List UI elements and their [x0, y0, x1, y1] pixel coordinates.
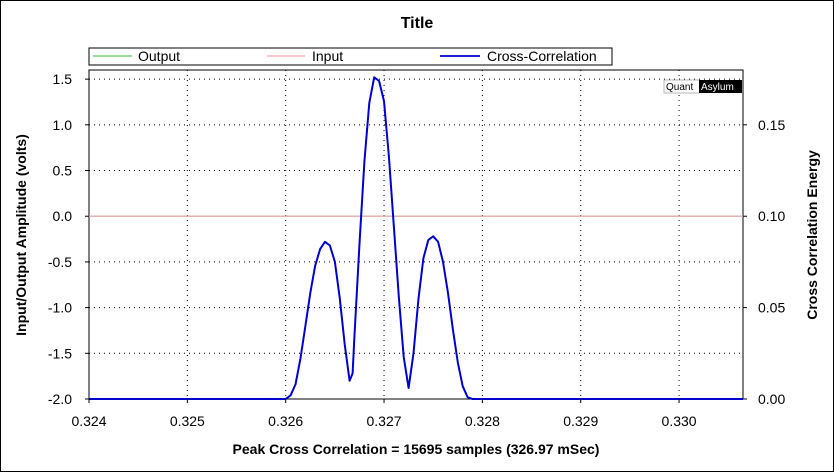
x-tick-label: 0.326	[268, 413, 303, 429]
x-axis-label: Peak Cross Correlation = 15695 samples (…	[233, 441, 600, 457]
watermark-logo: Quant Asylum	[663, 79, 742, 94]
legend-label-input: Input	[312, 48, 343, 64]
y2-tick-label: 0.15	[758, 117, 785, 133]
y-tick-label: -0.5	[48, 254, 72, 270]
x-tick-label: 0.330	[662, 413, 697, 429]
y-tick-label: -1.5	[48, 345, 72, 361]
y2-axis-ticks: 0.15 0.10 0.05 0.00	[743, 117, 785, 407]
y2-tick-label: 0.10	[758, 208, 785, 224]
legend-box	[88, 47, 613, 66]
series-line-cross-correlation	[89, 76, 743, 400]
y-tick-label: 1.0	[53, 117, 73, 133]
legend-item-output: Output	[93, 48, 180, 64]
x-tick-label: 0.325	[170, 413, 205, 429]
legend-item-cross-correlation: Cross-Correlation	[440, 48, 597, 64]
y-tick-label: -1.0	[48, 300, 72, 316]
x-tick-label: 0.327	[367, 413, 402, 429]
y-tick-label: 1.5	[53, 71, 73, 87]
x-tick-label: 0.324	[71, 413, 106, 429]
watermark-part2: Asylum	[701, 82, 734, 93]
series-layer	[89, 76, 743, 400]
legend: Output Input Cross-Correlation	[88, 47, 613, 66]
y-tick-label: -2.0	[48, 391, 72, 407]
y-tick-label: 0.0	[53, 208, 73, 224]
plot-area	[88, 69, 744, 400]
y-axis-label: Input/Output Amplitude (volts)	[13, 134, 29, 336]
y2-tick-label: 0.05	[758, 300, 785, 316]
y-tick-label: 0.5	[53, 163, 73, 179]
y2-tick-label: 0.00	[758, 391, 785, 407]
y-axis-ticks: 1.5 1.0 0.5 0.0 -0.5 -1.0 -1.5 -2.0	[48, 71, 89, 407]
x-tick-label: 0.329	[563, 413, 598, 429]
legend-label-output: Output	[138, 48, 180, 64]
legend-item-input: Input	[267, 48, 343, 64]
y2-axis-label: Cross Correlation Energy	[804, 150, 820, 320]
watermark-part1: Quant	[666, 82, 693, 93]
x-tick-label: 0.328	[465, 413, 500, 429]
chart-title: Title	[401, 15, 434, 32]
x-axis-ticks: 0.324 0.325 0.326 0.327 0.328 0.329 0.330	[71, 399, 697, 429]
legend-label-cross-correlation: Cross-Correlation	[487, 48, 597, 64]
